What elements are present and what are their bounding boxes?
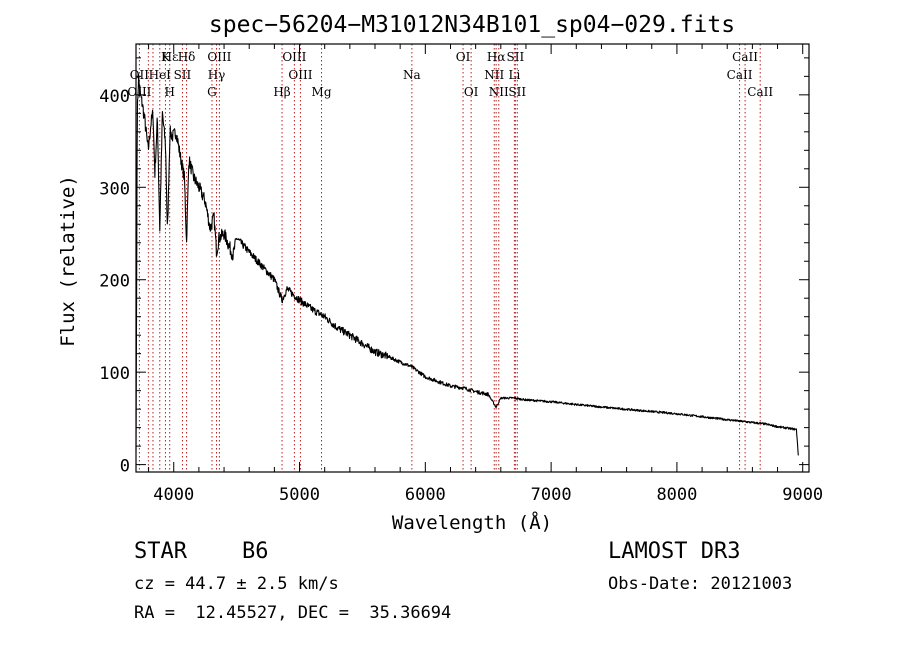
line-marker-label: Na xyxy=(403,68,421,82)
x-tick-label: 7000 xyxy=(531,485,572,505)
line-marker-label: Mg xyxy=(312,85,332,99)
y-tick-label: 300 xyxy=(99,179,130,199)
line-marker-label: G xyxy=(207,85,217,99)
line-marker-label: CaII xyxy=(732,50,758,64)
line-marker-label: HeI xyxy=(149,68,172,82)
line-marker-label: OIII xyxy=(288,68,312,82)
axis-ticks: 4000 5000 6000 7000 8000 9000 0 100 200 300 400 xyxy=(99,44,823,505)
x-tick-label: 9000 xyxy=(782,485,823,505)
line-marker-label: NII xyxy=(484,68,504,82)
line-marker-label: CaII xyxy=(727,68,753,82)
coordinates: RA = 12.45527, DEC = 35.36694 xyxy=(134,603,452,623)
line-marker-label: H xyxy=(164,85,174,99)
line-marker-label: Hα xyxy=(487,50,506,64)
line-marker-label: OII xyxy=(130,68,150,82)
line-marker-label: OIII xyxy=(282,50,306,64)
spectrum-line xyxy=(135,74,799,456)
y-axis-label: Flux (relative) xyxy=(57,175,79,347)
line-marker-label: SII xyxy=(507,50,525,64)
x-tick-label: 6000 xyxy=(405,485,446,505)
x-tick-label: 8000 xyxy=(656,485,697,505)
line-marker-label: NII xyxy=(489,85,509,99)
chart-title: spec−56204−M31012N34B101_sp04−029.fits xyxy=(209,12,735,38)
line-marker-label: SII xyxy=(508,85,526,99)
line-marker-label: K xyxy=(161,50,171,64)
object-class: STAR xyxy=(134,539,187,564)
line-marker-label: Hβ xyxy=(273,85,290,99)
plot-frame xyxy=(135,43,810,473)
line-marker-label: Hδ xyxy=(178,50,196,64)
line-marker-label: OI xyxy=(456,50,471,64)
line-marker-label: SII xyxy=(174,68,192,82)
redshift-value: cz = 44.7 ± 2.5 km/s xyxy=(134,574,339,594)
survey-name: LAMOST DR3 xyxy=(608,539,741,564)
y-tick-label: 400 xyxy=(99,87,130,107)
observation-date: Obs-Date: 20121003 xyxy=(608,574,793,594)
line-marker-label: OIII xyxy=(207,50,231,64)
object-subclass: B6 xyxy=(242,539,269,564)
line-marker-label: Hγ xyxy=(208,68,226,82)
y-tick-label: 0 xyxy=(120,457,130,477)
line-marker-label: CaII xyxy=(747,85,773,99)
x-tick-label: 5000 xyxy=(279,485,320,505)
x-tick-label: 4000 xyxy=(153,485,194,505)
line-marker-label: Li xyxy=(508,68,520,82)
line-marker-label: OIII xyxy=(127,85,151,99)
x-axis-label: Wavelength (Å) xyxy=(392,511,552,534)
y-tick-label: 200 xyxy=(99,272,130,292)
line-marker-label: OI xyxy=(464,85,479,99)
y-tick-label: 100 xyxy=(99,364,130,384)
